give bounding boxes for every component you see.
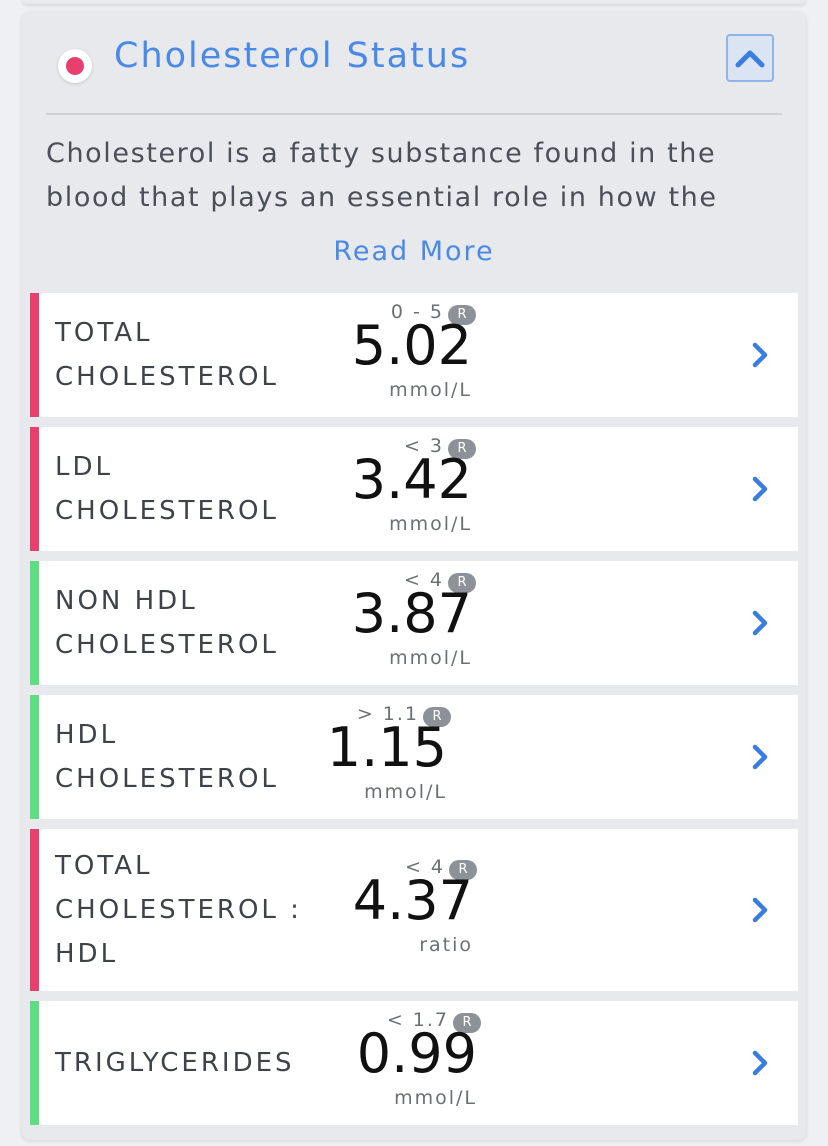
result-row-ldl-cholesterol[interactable]: LDL CHOLESTEROL < 3 R 3.42 mmol/L bbox=[30, 427, 798, 551]
collapse-button[interactable] bbox=[726, 34, 774, 82]
chevron-up-icon bbox=[735, 50, 765, 68]
result-value-block: < 4 R 3.87 mmol/L bbox=[322, 569, 492, 677]
result-value: 3.42 bbox=[351, 448, 472, 511]
result-label: TOTAL CHOLESTEROL : HDL bbox=[55, 851, 302, 969]
reference-badge[interactable]: R bbox=[449, 860, 477, 880]
result-label: HDL CHOLESTEROL bbox=[55, 720, 279, 794]
previous-card-edge bbox=[22, 0, 806, 4]
result-unit: mmol/L bbox=[389, 379, 472, 401]
read-more-link[interactable]: Read More bbox=[333, 236, 495, 267]
result-row-hdl-cholesterol[interactable]: HDL CHOLESTEROL > 1.1 R 1.15 mmol/L bbox=[30, 695, 798, 819]
chevron-right-icon bbox=[752, 744, 768, 770]
result-value: 0.99 bbox=[356, 1022, 477, 1085]
result-value-block: > 1.1 R 1.15 mmol/L bbox=[297, 703, 467, 811]
header-divider bbox=[46, 113, 782, 115]
result-unit: mmol/L bbox=[389, 513, 472, 535]
result-row-triglycerides[interactable]: TRIGLYCERIDES < 1.7 R 0.99 mmol/L bbox=[30, 1001, 798, 1125]
result-label: LDL CHOLESTEROL bbox=[55, 452, 279, 526]
result-unit: mmol/L bbox=[394, 1087, 477, 1109]
card-header: Cholesterol Status bbox=[22, 12, 806, 114]
result-unit: mmol/L bbox=[389, 647, 472, 669]
result-row-total-cholesterol[interactable]: TOTAL CHOLESTEROL 0 - 5 R 5.02 mmol/L bbox=[30, 293, 798, 417]
result-unit: ratio bbox=[419, 934, 473, 956]
reference-range: 0 - 5 bbox=[390, 301, 444, 323]
result-value: 3.87 bbox=[351, 582, 472, 645]
result-value-block: < 1.7 R 0.99 mmol/L bbox=[327, 1009, 497, 1117]
result-value-block: < 4 R 4.37 ratio bbox=[323, 856, 493, 964]
reference-badge[interactable]: R bbox=[448, 573, 476, 593]
section-title: Cholesterol Status bbox=[114, 36, 471, 76]
reference-range: > 1.1 bbox=[356, 703, 419, 725]
result-value-block: < 3 R 3.42 mmol/L bbox=[322, 435, 492, 543]
chevron-right-icon bbox=[752, 610, 768, 636]
reference-badge[interactable]: R bbox=[453, 1013, 481, 1033]
result-label: NON HDL CHOLESTEROL bbox=[55, 586, 279, 660]
cholesterol-status-card: Cholesterol Status Cholesterol is a fatt… bbox=[22, 12, 806, 1140]
reference-range: < 1.7 bbox=[386, 1009, 449, 1031]
reference-range: < 4 bbox=[403, 569, 444, 591]
chevron-right-icon bbox=[752, 897, 768, 923]
reference-range: < 3 bbox=[403, 435, 444, 457]
result-value: 5.02 bbox=[351, 314, 472, 377]
chevron-right-icon bbox=[752, 342, 768, 368]
reference-badge[interactable]: R bbox=[448, 439, 476, 459]
chevron-right-icon bbox=[752, 476, 768, 502]
result-value-block: 0 - 5 R 5.02 mmol/L bbox=[322, 301, 492, 409]
reference-badge[interactable]: R bbox=[423, 707, 451, 727]
reference-range: < 4 bbox=[404, 856, 445, 878]
result-label: TOTAL CHOLESTEROL bbox=[55, 318, 279, 392]
result-row-total-cholesterol-hdl-ratio[interactable]: TOTAL CHOLESTEROL : HDL < 4 R 4.37 ratio bbox=[30, 829, 798, 991]
reference-badge[interactable]: R bbox=[448, 305, 476, 325]
result-value: 4.37 bbox=[352, 869, 473, 932]
result-row-non-hdl-cholesterol[interactable]: NON HDL CHOLESTEROL < 4 R 3.87 mmol/L bbox=[30, 561, 798, 685]
result-unit: mmol/L bbox=[364, 781, 447, 803]
status-dot-icon bbox=[58, 49, 92, 83]
result-value: 1.15 bbox=[326, 716, 447, 779]
section-description: Cholesterol is a fatty substance found i… bbox=[46, 138, 718, 213]
result-label: TRIGLYCERIDES bbox=[55, 1048, 295, 1078]
chevron-right-icon bbox=[752, 1050, 768, 1076]
